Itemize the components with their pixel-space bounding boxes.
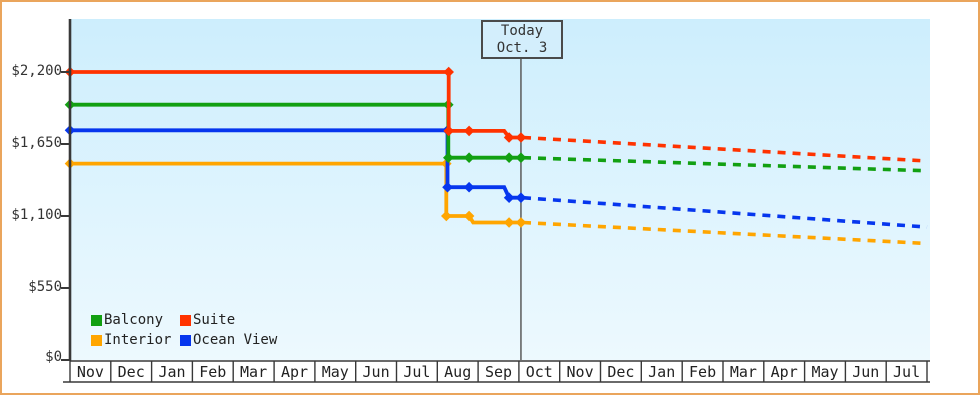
interior-swatch-icon [91,334,102,346]
x-axis-label-dec-13: Dec [607,363,635,381]
plot-area [71,19,930,360]
x-axis-label-aug-9: Aug [444,363,472,381]
x-axis-label-sep-10: Sep [484,363,513,381]
today-label: Today [500,23,544,39]
price-line-interior [70,161,521,225]
legend-item-ocean-view: Ocean View [180,332,277,348]
x-axis-label-mar-16: Mar [729,363,757,381]
x-axis-label-jun-7: Jun [362,363,390,381]
legend-label-suite: Suite [193,312,236,328]
y-axis-label: $550 [28,279,62,295]
today-marker-box: Today Oct. 3 [481,20,563,59]
y-axis-label: $1,650 [11,135,62,151]
balcony-swatch-icon [91,314,102,326]
legend-item-balcony: Balcony [91,312,163,328]
legend-item-interior: Interior [91,332,171,348]
projection-line-suite [522,135,928,163]
legend-label-balcony: Balcony [104,312,164,328]
y-axis-label: $1,100 [11,207,62,223]
x-axis-label-jul-8: Jul [403,363,431,381]
x-axis-label-jan-2: Jan [158,363,186,381]
x-axis-label-may-6: May [321,363,349,381]
x-axis-label-dec-1: Dec [117,363,145,381]
x-axis-label-feb-3: Feb [199,363,227,381]
x-axis-label-jul-20: Jul [893,363,921,381]
x-axis-label-oct-11: Oct [525,363,553,381]
y-axis-label: $0 [45,349,62,365]
x-axis-label-nov-12: Nov [566,363,594,381]
legend-label-interior: Interior [104,332,172,348]
legend-item-suite: Suite [180,312,235,328]
x-axis-label-mar-4: Mar [240,363,268,381]
projection-line-balcony [522,155,928,173]
x-axis-label-apr-5: Apr [280,363,309,381]
projection-line-ocean-view [522,195,928,229]
x-axis-label-jun-19: Jun [852,363,880,381]
x-axis-label-jan-14: Jan [648,363,676,381]
y-axis-label: $2,200 [11,63,62,79]
x-axis-label-nov-0: Nov [76,363,104,381]
x-axis-label-apr-17: Apr [770,363,798,381]
legend-label-ocean-view: Ocean View [193,332,278,348]
today-date: Oct. 3 [496,40,548,56]
x-axis-label-feb-15: Feb [689,363,717,381]
suite-swatch-icon [180,314,191,326]
ocean-view-swatch-icon [180,334,191,346]
projection-line-interior [522,220,928,246]
x-axis-label-may-18: May [811,363,839,381]
